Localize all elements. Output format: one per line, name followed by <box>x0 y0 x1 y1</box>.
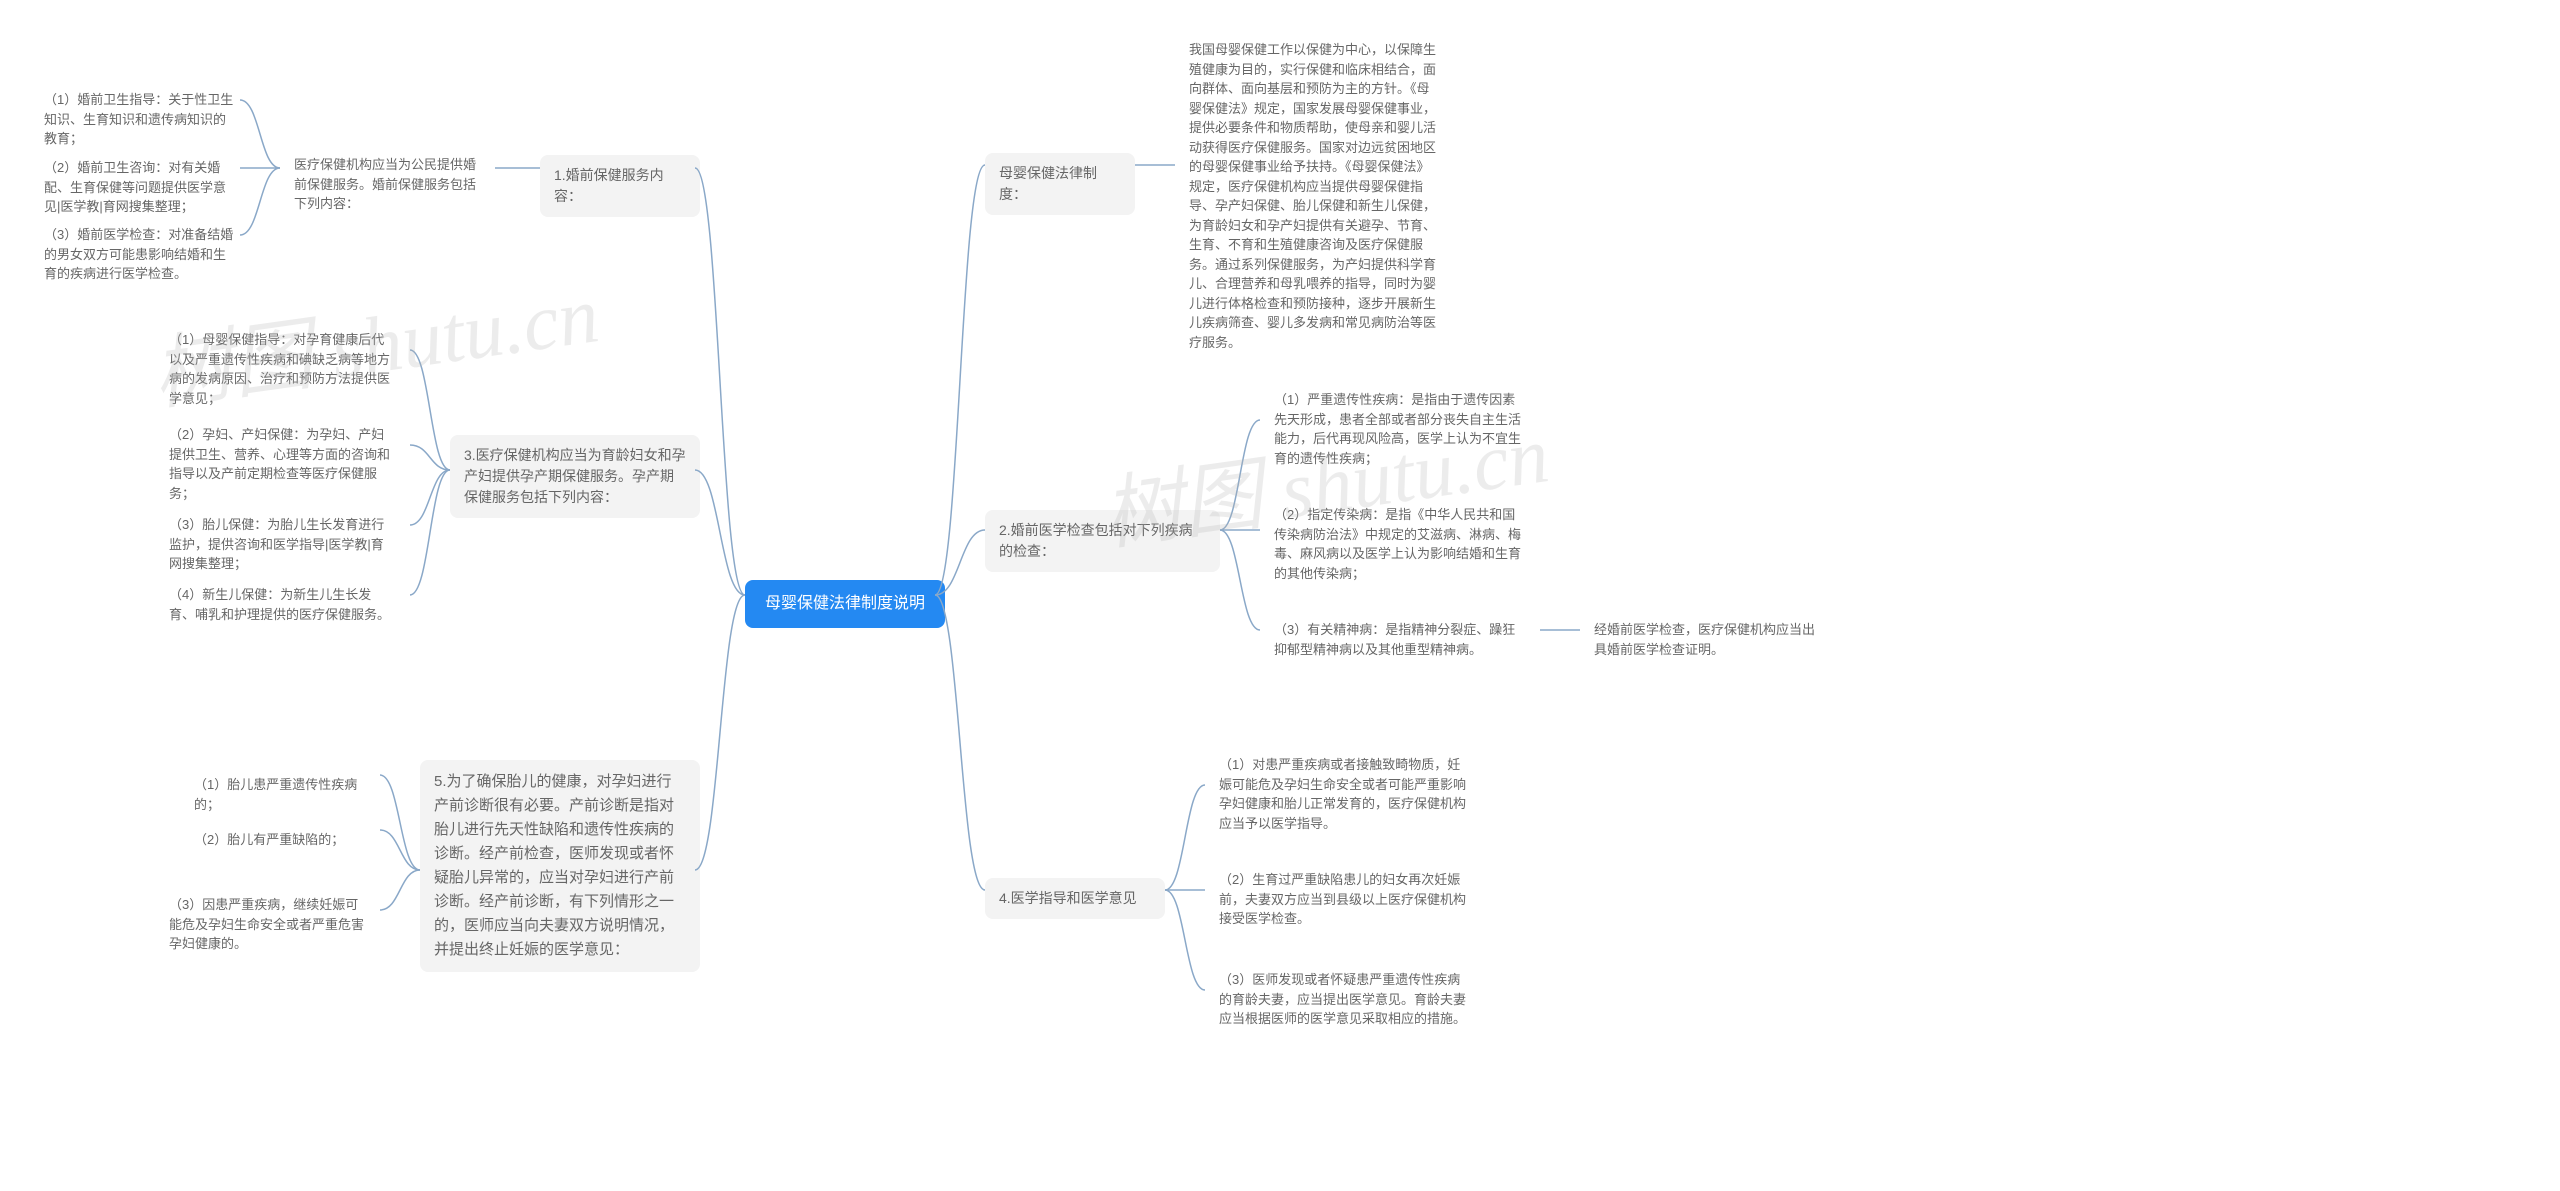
leaf-r4-1[interactable]: （1）对患严重疾病或者接触致畸物质，妊娠可能危及孕妇生命安全或者可能严重影响孕妇… <box>1205 745 1485 843</box>
node-l3-medical[interactable]: 3.医疗保健机构应当为育龄妇女和孕产妇提供孕产期保健服务。孕产期保健服务包括下列… <box>450 435 700 518</box>
leaf-r2-3[interactable]: （3）有关精神病：是指精神分裂症、躁狂抑郁型精神病以及其他重型精神病。 <box>1260 610 1540 669</box>
leaf-n1-3[interactable]: （3）婚前医学检查：对准备结婚的男女双方可能患影响结婚和生育的疾病进行医学检查。 <box>30 215 250 294</box>
node-r4-guidance[interactable]: 4.医学指导和医学意见 <box>985 878 1165 919</box>
leaf-r4-2[interactable]: （2）生育过严重缺陷患儿的妇女再次妊娠前，夫妻双方应当到县级以上医疗保健机构接受… <box>1205 860 1485 939</box>
node-l5-prenatal[interactable]: 5.为了确保胎儿的健康，对孕妇进行产前诊断很有必要。产前诊断是指对胎儿进行先天性… <box>420 760 700 972</box>
leaf-r2-1[interactable]: （1）严重遗传性疾病：是指由于遗传因素先天形成，患者全部或者部分丧失自主生活能力… <box>1260 380 1540 478</box>
leaf-r1-detail[interactable]: 我国母婴保健工作以保健为中心，以保障生殖健康为目的，实行保健和临床相结合，面向群… <box>1175 30 1455 362</box>
leaf-n1-1[interactable]: （1）婚前卫生指导：关于性卫生知识、生育知识和遗传病知识的教育； <box>30 80 250 159</box>
leaf-n5-3[interactable]: （3）因患严重疾病，继续妊娠可能危及孕妇生命安全或者严重危害孕妇健康的。 <box>155 885 385 964</box>
node-r1-system[interactable]: 母婴保健法律制度： <box>985 153 1135 215</box>
root-node[interactable]: 母婴保健法律制度说明 <box>745 580 945 628</box>
node-r2-check[interactable]: 2.婚前医学检查包括对下列疾病的检查： <box>985 510 1220 572</box>
leaf-r2-2[interactable]: （2）指定传染病：是指《中华人民共和国传染病防治法》中规定的艾滋病、淋病、梅毒、… <box>1260 495 1540 593</box>
leaf-r4-3[interactable]: （3）医师发现或者怀疑患严重遗传性疾病的育龄夫妻，应当提出医学意见。育龄夫妻应当… <box>1205 960 1485 1039</box>
leaf-n3-2[interactable]: （2）孕妇、产妇保健：为孕妇、产妇提供卫生、营养、心理等方面的咨询和指导以及产前… <box>155 415 405 513</box>
leaf-n5-1[interactable]: （1）胎儿患严重遗传性疾病的； <box>180 765 380 824</box>
leaf-n5-2[interactable]: （2）胎儿有严重缺陷的； <box>180 820 380 860</box>
leaf-n3-1[interactable]: （1）母婴保健指导：对孕育健康后代以及严重遗传性疾病和碘缺乏病等地方病的发病原因… <box>155 320 405 418</box>
leaf-n3-4[interactable]: （4）新生儿保健：为新生儿生长发育、哺乳和护理提供的医疗保健服务。 <box>155 575 405 634</box>
leaf-n3-3[interactable]: （3）胎儿保健：为胎儿生长发育进行监护，提供咨询和医学指导|医学教|育网搜集整理… <box>155 505 405 584</box>
node-l1-intro[interactable]: 医疗保健机构应当为公民提供婚前保健服务。婚前保健服务包括下列内容： <box>280 145 500 224</box>
leaf-r2-3-extra[interactable]: 经婚前医学检查，医疗保健机构应当出具婚前医学检查证明。 <box>1580 610 1830 669</box>
node-l1-premarital[interactable]: 1.婚前保健服务内容： <box>540 155 700 217</box>
